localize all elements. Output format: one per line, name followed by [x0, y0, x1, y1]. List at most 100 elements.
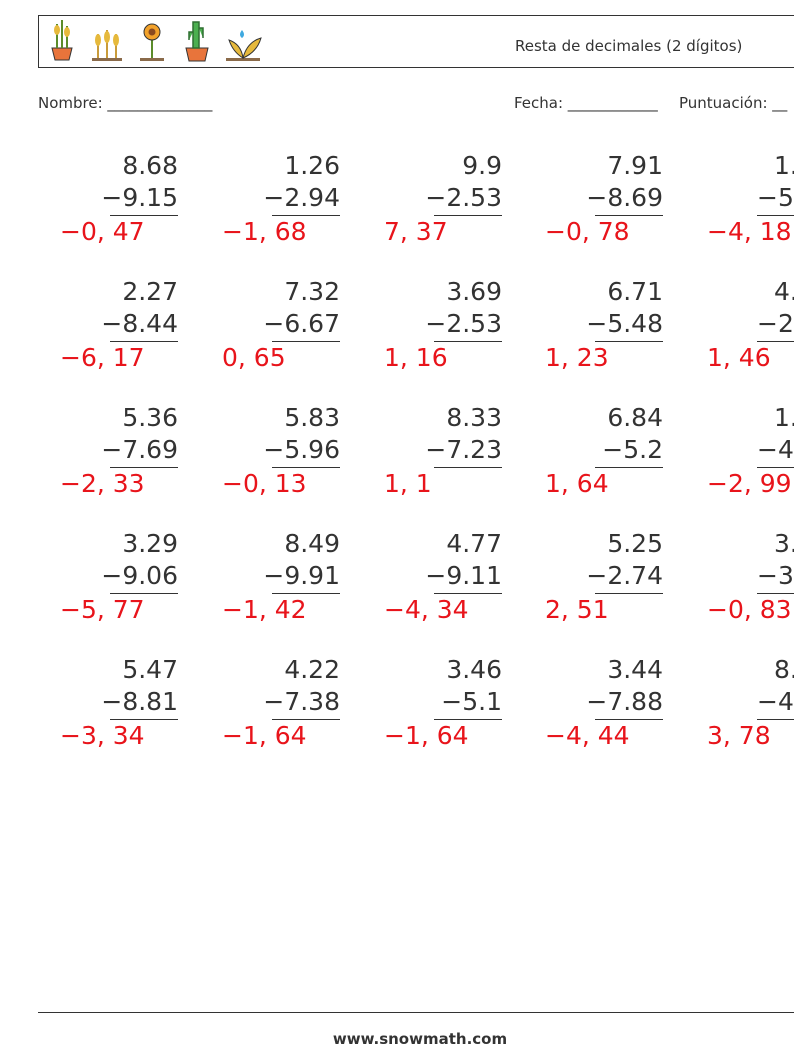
minuend: 8.68	[122, 151, 178, 180]
answer: −0, 78	[545, 217, 630, 246]
answer: 3, 78	[707, 721, 771, 750]
minuend: 3.69	[446, 277, 502, 306]
answer: −1, 42	[222, 595, 307, 624]
problem: 8.33 −7.23 1, 1	[384, 403, 502, 498]
minuend: 7.91	[607, 151, 663, 180]
subtrahend: −6.67	[263, 309, 340, 338]
problem: 3. −3. −0, 83	[707, 529, 794, 624]
minuend: 3.44	[607, 655, 663, 684]
subtrahend: −9.06	[101, 561, 178, 590]
answer: −1, 64	[384, 721, 469, 750]
subtrahend: −2.53	[425, 309, 502, 338]
answer: −4, 34	[384, 595, 469, 624]
subtrahend: −9.91	[263, 561, 340, 590]
header-icons	[51, 20, 262, 62]
answer: 1, 16	[384, 343, 448, 372]
minuend: 8.4	[774, 655, 794, 684]
subtrahend: −4.	[757, 435, 794, 464]
subtrahend: −2.53	[425, 183, 502, 212]
minuend: 4.77	[446, 529, 502, 558]
subtrahend: −9.15	[101, 183, 178, 212]
minuend: 3.29	[122, 529, 178, 558]
problem: 5.25 −2.74 2, 51	[545, 529, 663, 624]
problem: 2.27 −8.44 −6, 17	[60, 277, 178, 372]
problem: 4.3 −2.8 1, 46	[707, 277, 794, 372]
minuend: 5.47	[122, 655, 178, 684]
subtrahend: −7.23	[425, 435, 502, 464]
problem: 4.22 −7.38 −1, 64	[222, 655, 340, 750]
problem: 1. −5. −4, 18	[707, 151, 794, 246]
minuend: 1.	[774, 403, 794, 432]
minuend: 7.32	[284, 277, 340, 306]
score-field: Puntuación: __	[679, 94, 788, 113]
worksheet-title: Resta de decimales (2 dígitos)	[515, 37, 742, 55]
answer: −2, 99	[707, 469, 792, 498]
minuend: 6.71	[607, 277, 663, 306]
minuend: 4.22	[284, 655, 340, 684]
problem: 8.49 −9.91 −1, 42	[222, 529, 340, 624]
answer: 1, 46	[707, 343, 771, 372]
answer: 1, 23	[545, 343, 609, 372]
minuend: 3.	[774, 529, 794, 558]
problem: 6.84 −5.2 1, 64	[545, 403, 663, 498]
problem: 3.69 −2.53 1, 16	[384, 277, 502, 372]
minuend: 8.49	[284, 529, 340, 558]
subtrahend: −3.	[757, 561, 794, 590]
answer: −0, 13	[222, 469, 307, 498]
problem: 3.44 −7.88 −4, 44	[545, 655, 663, 750]
answer: −5, 77	[60, 595, 145, 624]
subtrahend: −2.94	[263, 183, 340, 212]
answer: −6, 17	[60, 343, 145, 372]
subtrahend: −8.81	[101, 687, 178, 716]
answer: 1, 1	[384, 469, 432, 498]
problem: 5.47 −8.81 −3, 34	[60, 655, 178, 750]
subtrahend: −5.1	[441, 687, 502, 716]
subtrahend: −5.	[757, 183, 794, 212]
subtrahend: −7.38	[263, 687, 340, 716]
answer: −2, 33	[60, 469, 145, 498]
problem: 7.91 −8.69 −0, 78	[545, 151, 663, 246]
subtrahend: −2.8	[757, 309, 794, 338]
minuend: 3.46	[446, 655, 502, 684]
answer: −1, 68	[222, 217, 307, 246]
minuend: 6.84	[607, 403, 663, 432]
minuend: 1.	[774, 151, 794, 180]
problem: 8.68 −9.15 −0, 47	[60, 151, 178, 246]
subtrahend: −5.48	[586, 309, 663, 338]
minuend: 8.33	[446, 403, 502, 432]
subtrahend: −9.11	[425, 561, 502, 590]
answer: 1, 64	[545, 469, 609, 498]
answer: −0, 47	[60, 217, 145, 246]
minuend: 9.9	[462, 151, 502, 180]
minuend: 5.83	[284, 403, 340, 432]
answer: −0, 83	[707, 595, 792, 624]
problem: 9.9 −2.53 7, 37	[384, 151, 502, 246]
minuend: 5.36	[122, 403, 178, 432]
problem: 5.83 −5.96 −0, 13	[222, 403, 340, 498]
problem: 3.29 −9.06 −5, 77	[60, 529, 178, 624]
answer: −4, 44	[545, 721, 630, 750]
problem: 7.32 −6.67 0, 65	[222, 277, 340, 372]
minuend: 2.27	[122, 277, 178, 306]
subtrahend: −2.74	[586, 561, 663, 590]
problem-grid: 8.68 −9.15 −0, 47 1.26 −2.94 −1, 68 9.9 −2.53 7,…	[60, 151, 794, 750]
subtrahend: −7.88	[586, 687, 663, 716]
problem: 1.26 −2.94 −1, 68	[222, 151, 340, 246]
date-field: Fecha: ____________	[514, 94, 658, 113]
problem: 5.36 −7.69 −2, 33	[60, 403, 178, 498]
subtrahend: −8.44	[101, 309, 178, 338]
subtrahend: −4.7	[757, 687, 794, 716]
answer: 7, 37	[384, 217, 448, 246]
problem: 8.4 −4.7 3, 78	[707, 655, 794, 750]
minuend: 4.3	[774, 277, 794, 306]
answer: −4, 18	[707, 217, 792, 246]
problem: 4.77 −9.11 −4, 34	[384, 529, 502, 624]
problem: 6.71 −5.48 1, 23	[545, 277, 663, 372]
answer: 2, 51	[545, 595, 609, 624]
answer: −1, 64	[222, 721, 307, 750]
header-box	[38, 15, 794, 68]
problem: 1. −4. −2, 99	[707, 403, 794, 498]
problem: 3.46 −5.1 −1, 64	[384, 655, 502, 750]
subtrahend: −5.96	[263, 435, 340, 464]
